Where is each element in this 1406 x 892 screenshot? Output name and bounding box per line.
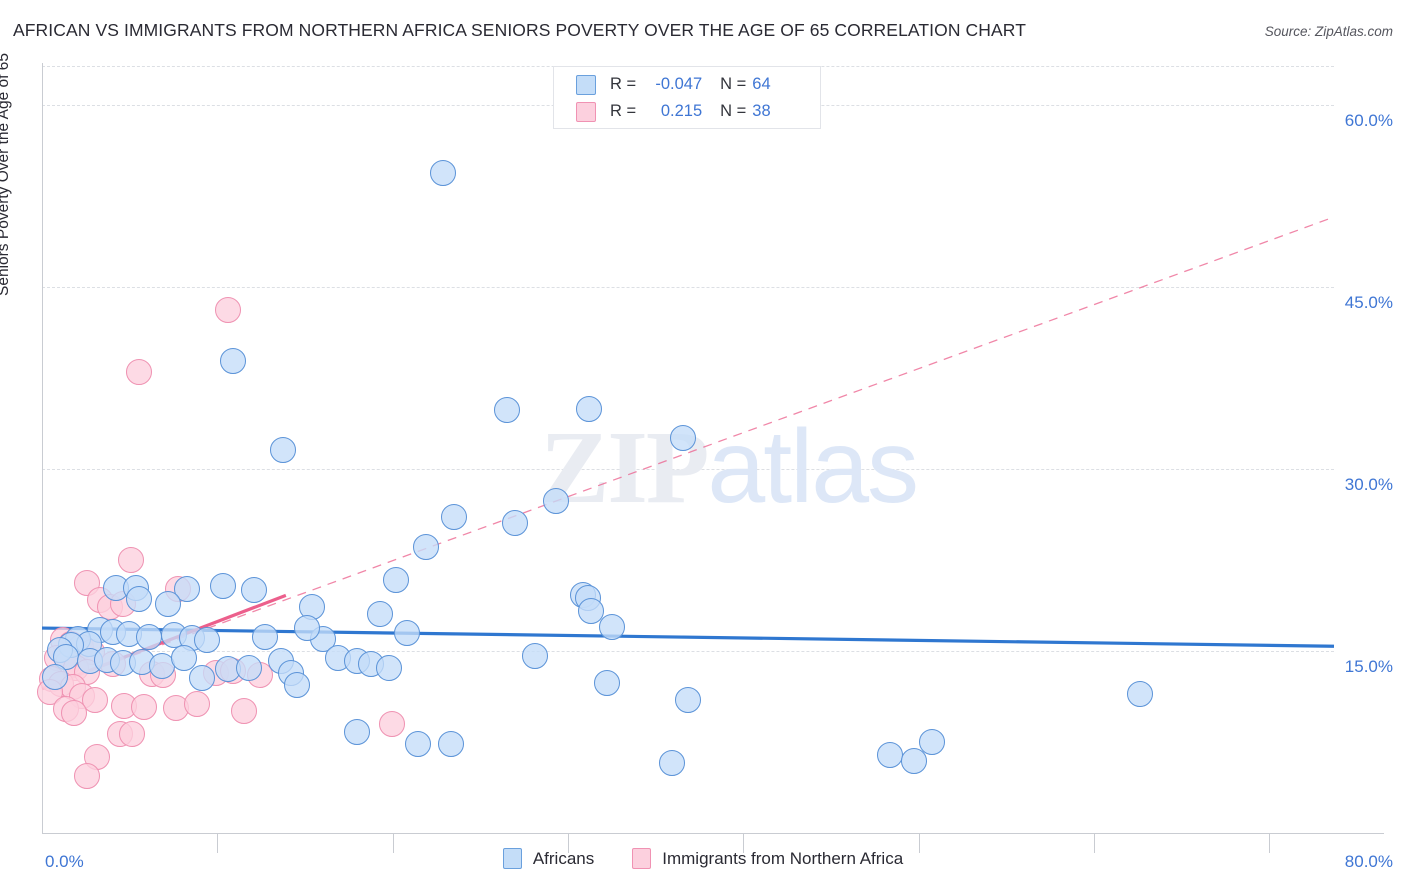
page-title: AFRICAN VS IMMIGRANTS FROM NORTHERN AFRI…	[13, 20, 1026, 40]
gridline	[42, 651, 1334, 653]
source-label: Source: ZipAtlas.com	[1264, 24, 1393, 39]
stats-r-value-1: -0.047	[655, 75, 703, 93]
y-tick-label: 15.0%	[1344, 657, 1393, 677]
stats-swatch-blue	[576, 74, 596, 95]
stats-r-label-1: R =	[610, 75, 637, 93]
legend-label-africans: Africans	[532, 848, 595, 868]
stats-row-africans: R = -0.047 N = 64	[554, 71, 822, 98]
x-tick	[392, 833, 394, 853]
y-axis-line	[42, 63, 43, 834]
legend-item-immigrants-northern-africa[interactable]: Immigrants from Northern Africa	[632, 848, 903, 869]
x-axis-min-label: 0.0%	[45, 852, 84, 871]
chart-legend: Africans Immigrants from Northern Africa	[0, 848, 1406, 869]
x-tick	[1269, 833, 1271, 853]
stats-n-label-2: N =	[720, 102, 747, 120]
stats-r-label-2: R =	[610, 102, 637, 120]
legend-swatch-immigrants	[632, 848, 652, 869]
plot-area	[42, 63, 1334, 833]
x-tick	[1093, 833, 1095, 853]
gridline	[42, 287, 1334, 289]
stats-row-immigrants: R = 0.215 N = 38	[554, 98, 822, 125]
correlation-stats-box: R = -0.047 N = 64 R = 0.215 N = 38	[553, 66, 821, 129]
x-tick	[918, 833, 920, 853]
stats-n-value-2: 38	[752, 102, 771, 120]
legend-swatch-africans	[502, 848, 522, 869]
legend-label-immigrants: Immigrants from Northern Africa	[662, 848, 904, 868]
y-tick-label: 30.0%	[1344, 475, 1393, 495]
stats-swatch-pink	[576, 101, 596, 122]
x-axis-max-label: 80.0%	[1344, 852, 1393, 871]
x-tick	[567, 833, 569, 853]
x-tick	[743, 833, 745, 853]
gridline	[42, 469, 1334, 471]
x-tick	[217, 833, 219, 853]
legend-item-africans[interactable]: Africans	[502, 848, 595, 869]
y-tick-label: 45.0%	[1344, 293, 1393, 313]
y-tick-label: 60.0%	[1344, 111, 1393, 131]
stats-r-value-2: 0.215	[660, 102, 703, 120]
x-axis-line	[42, 833, 1384, 834]
y-axis-title: Seniors Poverty Over the Age of 65	[0, 53, 12, 296]
stats-n-value-1: 64	[752, 75, 771, 93]
stats-n-label-1: N =	[720, 75, 747, 93]
